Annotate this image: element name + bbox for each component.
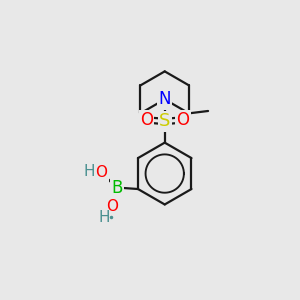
- Text: S: S: [159, 112, 170, 130]
- Text: O: O: [176, 111, 190, 129]
- Text: O: O: [140, 111, 153, 129]
- Text: N: N: [158, 90, 171, 108]
- Text: B: B: [111, 178, 122, 196]
- Text: O: O: [95, 165, 107, 180]
- Text: H: H: [83, 164, 95, 178]
- Text: H: H: [98, 210, 110, 225]
- Text: O: O: [106, 199, 118, 214]
